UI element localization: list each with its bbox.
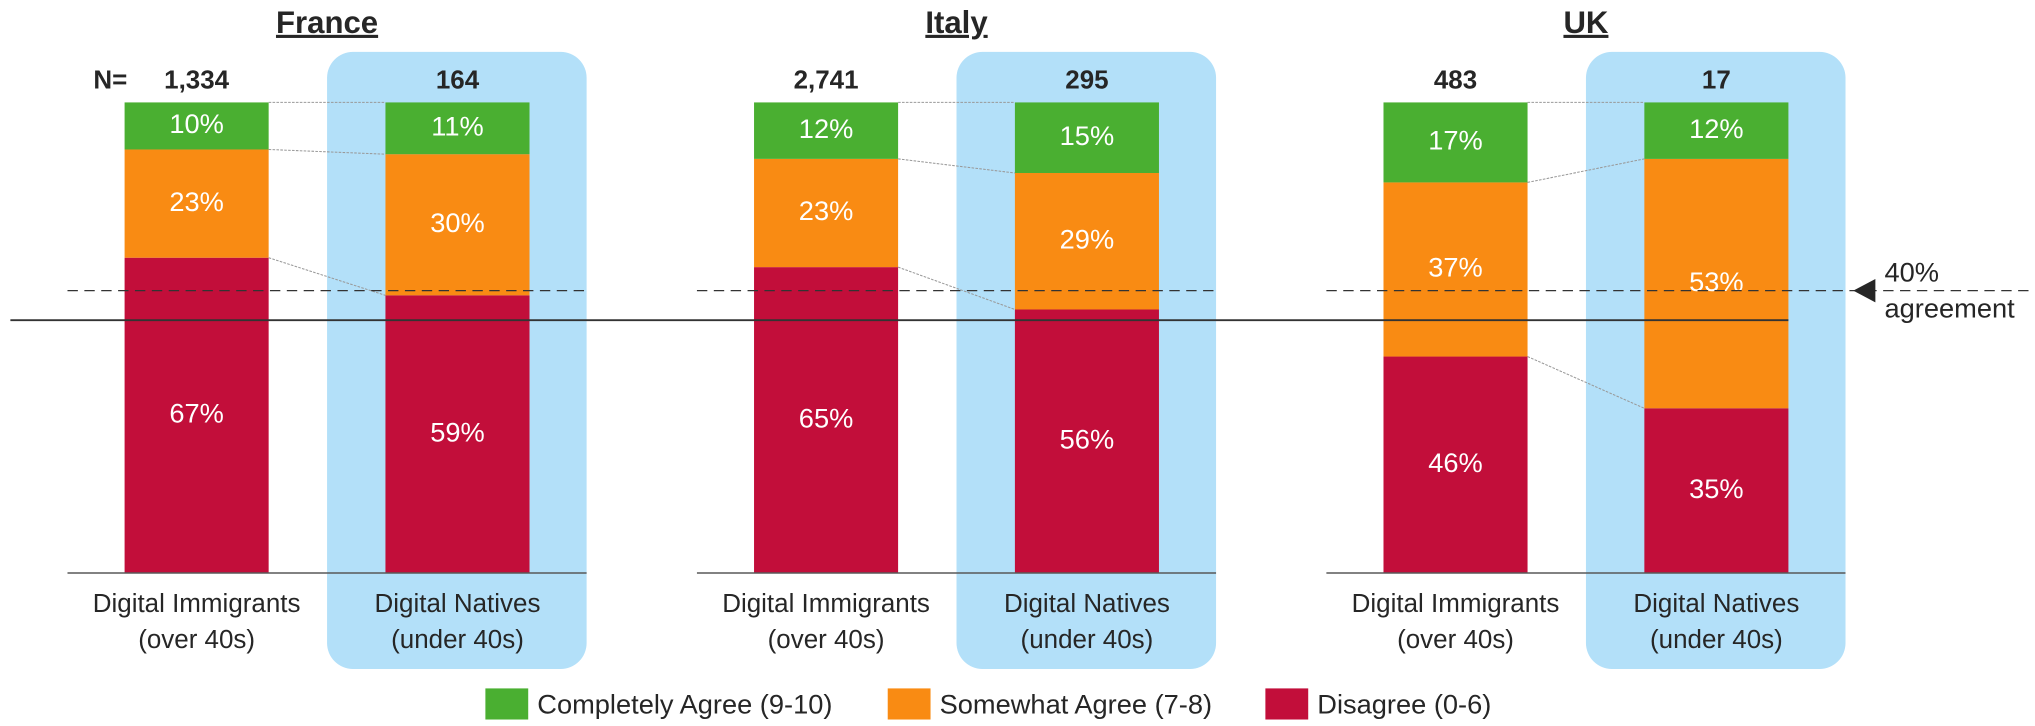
reference-arrow (1853, 278, 1876, 303)
bar-segment (385, 154, 530, 296)
category-label: Digital Immigrants (over 40s) (92, 589, 301, 655)
bar-segment (385, 102, 530, 155)
value-label: 15% (1060, 120, 1115, 151)
bar-segment (1383, 102, 1528, 183)
legend-swatch (887, 688, 931, 720)
n-label: 483 (1434, 67, 1477, 95)
bar-segment (1014, 102, 1159, 174)
bar-segment (1014, 173, 1159, 310)
value-label: 11% (431, 110, 483, 141)
bar-segment (754, 102, 899, 159)
panel-title: France (276, 5, 378, 40)
bar-segment (754, 158, 899, 268)
category-label-box: Digital Immigrants (over 40s) (1351, 589, 1560, 655)
value-label: 17% (1428, 125, 1483, 156)
value-label: 29% (1060, 223, 1115, 254)
value-label: 23% (169, 186, 224, 217)
n-label: 17 (1702, 67, 1731, 95)
connector (898, 158, 1015, 174)
value-label: 56% (1060, 423, 1115, 454)
legend-label: Somewhat Agree (7-8) (940, 689, 1212, 720)
panel-title: Italy (925, 5, 988, 40)
category-label: Digital Natives (under 40s) (1633, 589, 1800, 655)
category-label: Digital Immigrants (over 40s) (1351, 589, 1560, 655)
bar-segment (1014, 309, 1159, 574)
bar-segment (385, 295, 530, 574)
category-label-box: Digital Natives (under 40s) (1003, 589, 1170, 655)
bar-segment (1383, 356, 1528, 574)
panel-title: UK (1563, 5, 1609, 40)
n-label: 2,741 (794, 67, 859, 95)
category-label: Digital Immigrants (over 40s) (722, 589, 930, 655)
value-label: 23% (799, 195, 854, 226)
connector (268, 148, 386, 155)
value-label: 12% (1689, 113, 1744, 144)
category-label: Digital Natives (under 40s) (374, 589, 541, 655)
bar-segment (754, 267, 899, 574)
bar-segment (1644, 408, 1789, 574)
value-label: 67% (169, 398, 224, 429)
connector (1527, 356, 1645, 409)
bar-segment (124, 102, 269, 150)
category-label-box: Digital Natives (under 40s) (1633, 589, 1800, 655)
value-label: 59% (430, 416, 485, 447)
bar-segment (124, 149, 269, 258)
category-label-box: Digital Immigrants (over 40s) (92, 589, 301, 655)
legend-swatch (485, 688, 529, 720)
value-label: 12% (799, 113, 854, 144)
legend-swatch (1265, 688, 1309, 720)
value-label: 10% (169, 108, 224, 139)
bar-segment (1644, 102, 1789, 159)
bar-segment (1644, 158, 1789, 409)
n-prefix: N= (93, 67, 127, 95)
value-label: 30% (430, 207, 485, 238)
value-label: 53% (1689, 266, 1744, 297)
value-label: 65% (799, 402, 854, 433)
reference-label-box: 40% agreement (1884, 258, 2015, 325)
bar-segment (124, 257, 269, 574)
legend-label: Disagree (0-6) (1317, 689, 1491, 720)
bar-segment (1383, 182, 1528, 357)
legend-label: Completely Agree (9-10) (537, 689, 832, 720)
connector (897, 266, 1016, 310)
connector (1527, 158, 1645, 183)
n-label: 1,334 (164, 67, 230, 95)
category-label-box: Digital Natives (under 40s) (374, 589, 541, 655)
connector (268, 257, 386, 296)
reference-label: 40% agreement (1884, 258, 2015, 325)
category-label-box: Digital Immigrants (over 40s) (722, 589, 930, 655)
n-label: 164 (436, 67, 480, 95)
value-label: 46% (1428, 447, 1483, 478)
category-label: Digital Natives (under 40s) (1003, 589, 1170, 655)
n-label: 295 (1065, 67, 1108, 95)
value-label: 35% (1689, 473, 1744, 504)
value-label: 37% (1428, 252, 1483, 283)
